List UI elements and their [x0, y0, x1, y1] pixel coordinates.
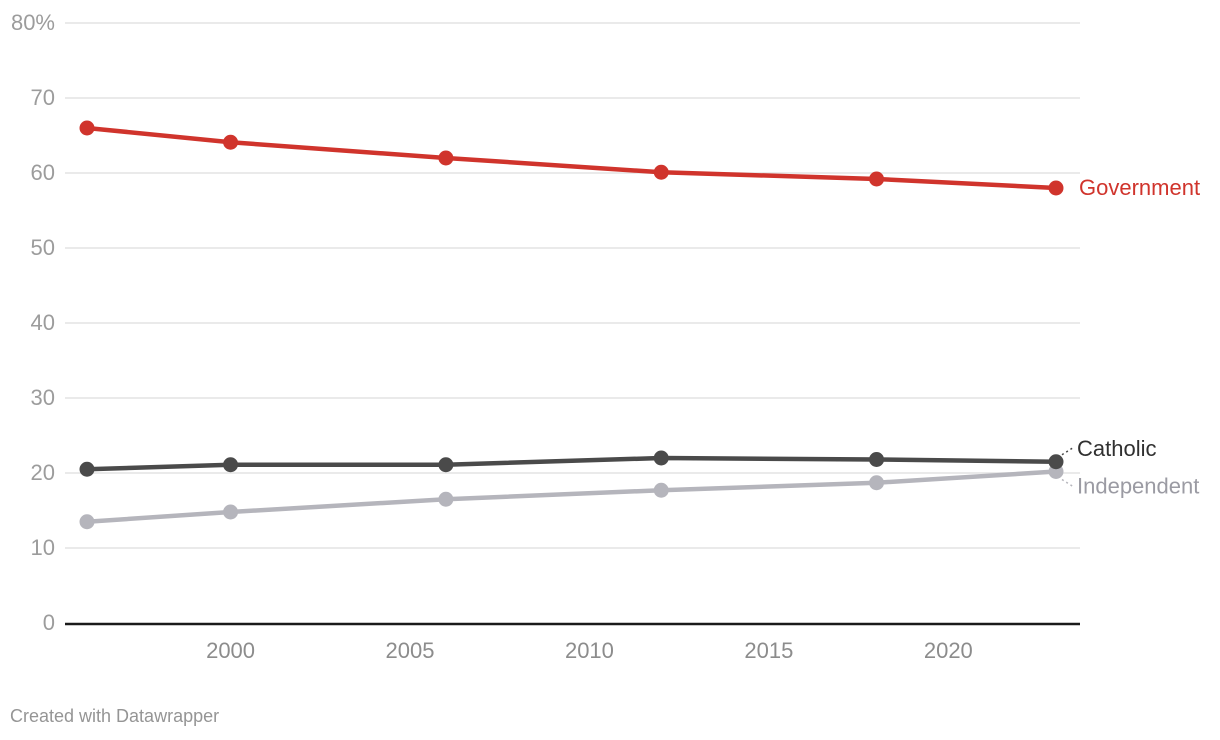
data-point-government-2006 — [438, 150, 454, 166]
data-point-catholic-2023 — [1048, 454, 1064, 470]
data-point-government-1996 — [79, 120, 95, 136]
data-point-independent-2006 — [438, 491, 454, 507]
series-line-catholic — [86, 455, 1057, 472]
y-tick-label-40: 40 — [31, 310, 55, 335]
y-tick-label-0: 0 — [43, 610, 55, 635]
x-tick-label-2015: 2015 — [744, 638, 793, 663]
series-line-independent — [86, 469, 1057, 524]
series-line-government — [86, 125, 1057, 191]
data-point-government-2023 — [1048, 180, 1064, 196]
data-point-catholic-2012 — [653, 450, 669, 466]
label-leader-independent — [1061, 478, 1074, 488]
data-point-catholic-2006 — [438, 457, 454, 473]
attribution-text: Created with Datawrapper — [10, 706, 220, 726]
data-point-catholic-2018 — [869, 452, 885, 467]
x-tick-label-2000: 2000 — [206, 638, 255, 663]
data-point-independent-2012 — [653, 482, 669, 498]
y-tick-label-50: 50 — [31, 235, 55, 260]
data-point-independent-2018 — [869, 475, 885, 491]
label-leader-catholic — [1061, 447, 1074, 456]
data-point-government-2000 — [223, 134, 239, 150]
chart-canvas: 0 10 20 30 40 50 60 70 80% 2000 2005 2010 2015 2020 Go… — [11, 10, 1200, 663]
data-point-independent-2000 — [223, 504, 239, 520]
x-tick-label-2005: 2005 — [386, 638, 435, 663]
data-point-independent-1996 — [79, 514, 95, 530]
y-tick-label-30: 30 — [31, 385, 55, 410]
data-point-catholic-2000 — [223, 457, 239, 473]
y-tick-label-70: 70 — [31, 85, 55, 110]
series-label-government: Government — [1079, 175, 1200, 200]
y-tick-label-80: 80% — [11, 10, 55, 35]
x-tick-label-2020: 2020 — [924, 638, 973, 663]
attribution: Created with Datawrapper — [10, 706, 219, 727]
y-tick-label-20: 20 — [31, 460, 55, 485]
series-label-catholic: Catholic — [1077, 436, 1156, 461]
data-point-government-2012 — [653, 164, 669, 180]
series-label-independent: Independent — [1077, 474, 1199, 499]
y-tick-label-10: 10 — [31, 535, 55, 560]
data-point-government-2018 — [869, 171, 885, 187]
data-point-catholic-1996 — [79, 461, 95, 477]
x-tick-label-2010: 2010 — [565, 638, 614, 663]
y-tick-label-60: 60 — [31, 160, 55, 185]
